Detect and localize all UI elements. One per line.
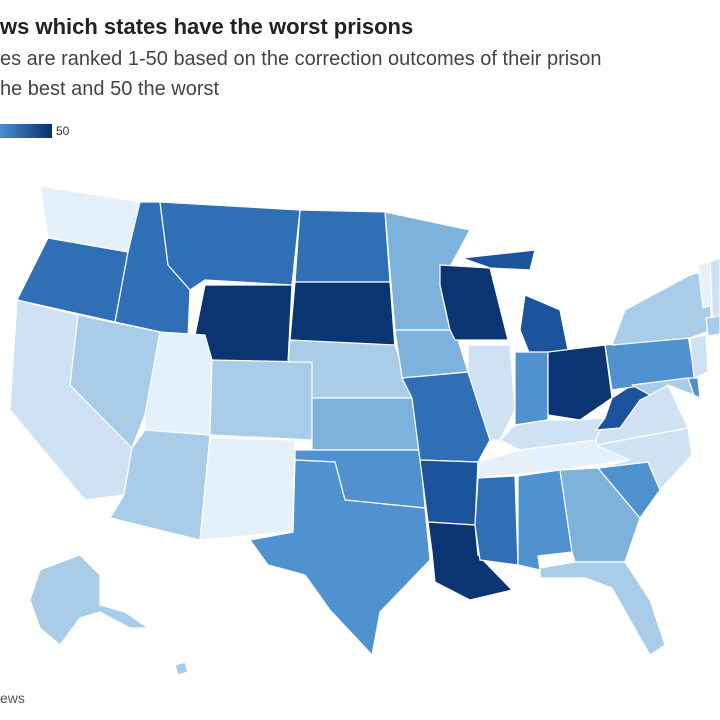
state-florida (539, 561, 666, 656)
map-subtitle: es are ranked 1-50 based on the correcti… (0, 44, 720, 104)
state-west-virginia (595, 384, 651, 431)
state-alaska (29, 554, 149, 646)
map-title: ws which states have the worst prisons (0, 14, 414, 39)
state-ohio (547, 344, 613, 421)
subtitle-line-1: es are ranked 1-50 based on the correcti… (0, 48, 602, 70)
state-north-carolina (595, 427, 693, 491)
state-maryland (631, 377, 695, 396)
legend-max-label: 50 (56, 124, 70, 138)
state-delaware (687, 377, 701, 399)
state-colorado (209, 359, 313, 441)
us-states-map (9, 185, 720, 676)
source-credit: ews (0, 690, 25, 706)
color-legend: 50 (0, 124, 69, 138)
state-texas (249, 459, 431, 656)
state-arkansas (419, 459, 479, 526)
state-indiana (514, 351, 549, 426)
subtitle-line-2: he best and 50 the worst (0, 78, 220, 100)
state-michigan-upper (461, 249, 536, 271)
state-nevada (69, 314, 161, 449)
state-hawaii (174, 661, 189, 676)
state-michigan (519, 294, 569, 356)
state-south-dakota (289, 281, 396, 349)
state-montana (159, 201, 301, 291)
state-new-mexico (199, 437, 296, 541)
state-wisconsin (439, 264, 509, 341)
state-north-dakota (294, 209, 391, 283)
state-kansas (311, 397, 421, 451)
state-new-york (611, 269, 713, 346)
state-new-jersey (689, 334, 709, 379)
state-mississippi (474, 475, 519, 566)
legend-gradient (0, 124, 52, 138)
state-connecticut (705, 315, 720, 337)
